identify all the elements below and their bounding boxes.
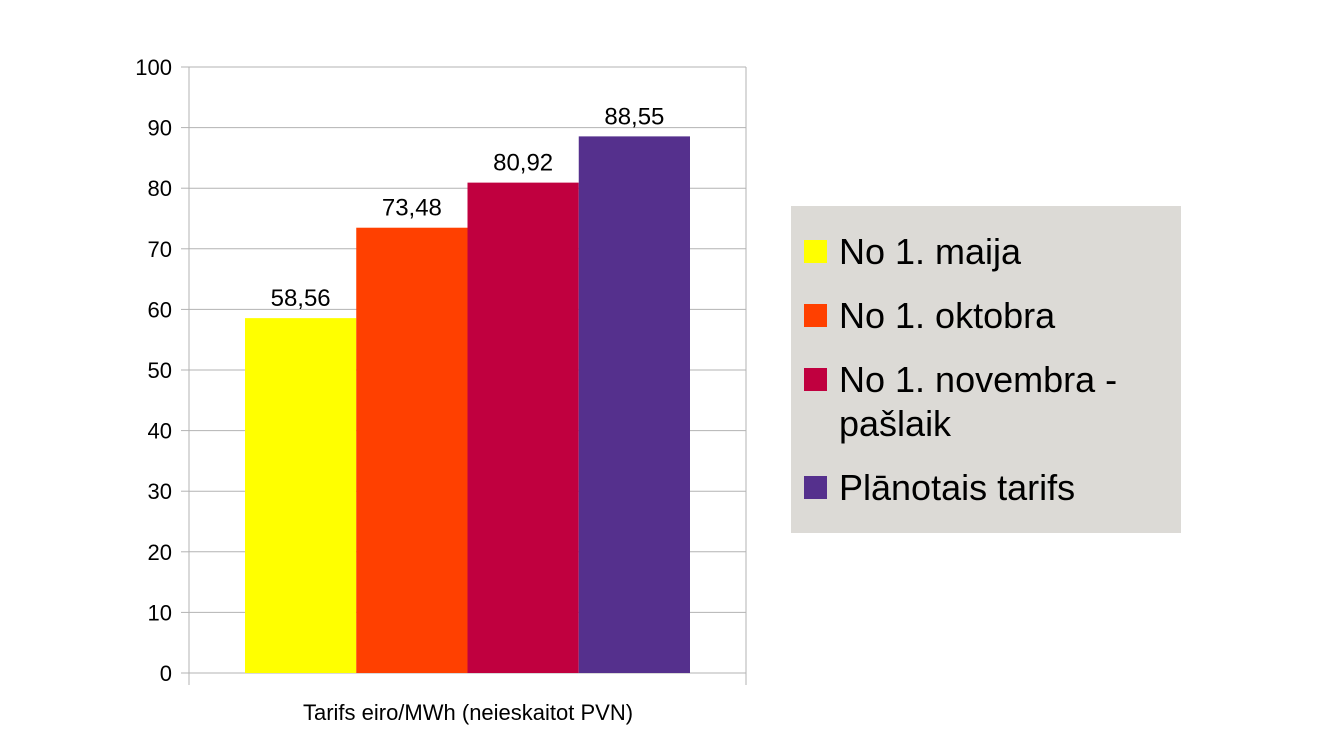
- y-tick-label: 30: [148, 479, 172, 504]
- y-tick-label: 70: [148, 237, 172, 262]
- y-tick-label: 0: [160, 661, 172, 686]
- legend-label-series-1: No 1. maija: [839, 231, 1022, 272]
- legend-label-series-3: No 1. novembra - pašlaik: [839, 359, 1118, 444]
- y-tick-label: 90: [148, 116, 172, 141]
- legend-item-series-4: Plānotais tarifs: [804, 466, 1181, 510]
- y-tick-label: 10: [148, 600, 172, 625]
- legend-item-series-3: No 1. novembra - pašlaik: [804, 358, 1181, 446]
- y-tick-label: 80: [148, 176, 172, 201]
- legend-item-series-2: No 1. oktobra: [804, 294, 1181, 338]
- y-tick-label: 50: [148, 358, 172, 383]
- legend-swatch-series-2: [804, 304, 827, 327]
- legend-label-series-4: Plānotais tarifs: [839, 467, 1076, 508]
- data-label-series-2: 73,48: [382, 195, 442, 222]
- bar-series-2: [356, 227, 468, 674]
- data-label-series-3: 80,92: [493, 150, 553, 177]
- legend-label-series-2: No 1. oktobra: [839, 295, 1056, 336]
- legend-item-series-1: No 1. maija: [804, 230, 1181, 274]
- bars: [245, 136, 690, 674]
- y-axis-tick-labels: 0 10 20 30 40 50 60 70 80 90 100: [135, 55, 172, 686]
- legend-swatch-series-3: [804, 368, 827, 391]
- y-tick-label: 100: [135, 55, 172, 80]
- bar-series-3: [467, 182, 579, 673]
- x-axis-category-label: Tarifs eiro/MWh (neieskaitot PVN): [303, 700, 633, 725]
- data-label-series-4: 88,55: [604, 103, 664, 130]
- legend-swatch-series-1: [804, 240, 827, 263]
- y-tick-label: 20: [148, 540, 172, 565]
- data-label-series-1: 58,56: [271, 285, 331, 312]
- bar-series-1: [245, 318, 357, 673]
- legend: No 1. maija No 1. oktobra No 1. novembra…: [791, 206, 1181, 533]
- data-labels: 58,56 73,48 80,92 88,55: [271, 103, 665, 312]
- bar-series-4: [578, 136, 690, 674]
- y-tick-label: 60: [148, 297, 172, 322]
- legend-swatch-series-4: [804, 476, 827, 499]
- y-tick-label: 40: [148, 419, 172, 444]
